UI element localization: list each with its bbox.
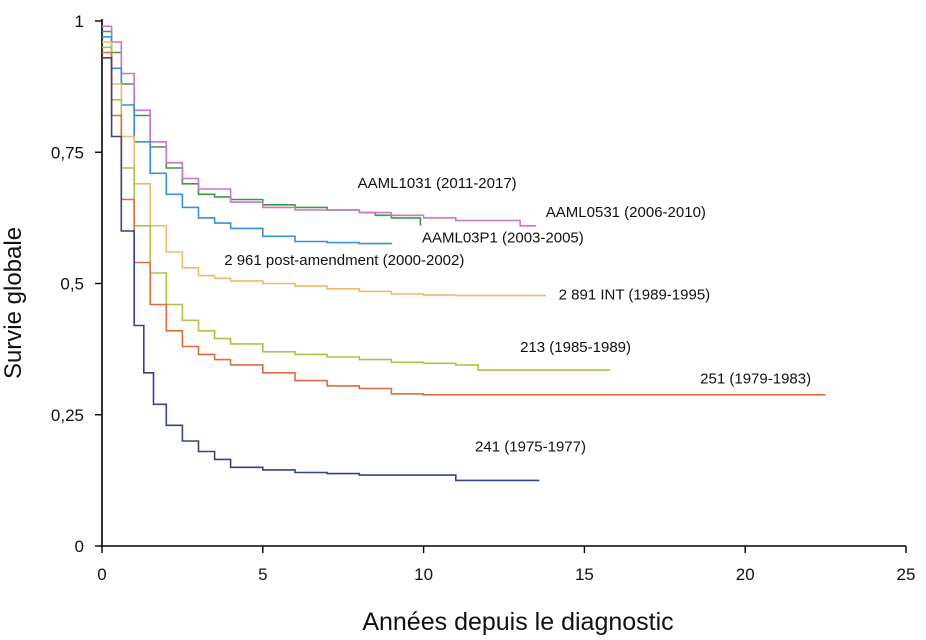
x-tick-label: 25 <box>897 565 916 584</box>
x-tick-label: 10 <box>414 565 433 584</box>
series-label-6: 213 (1985-1989) <box>520 339 631 356</box>
series-line-3 <box>102 36 393 245</box>
series-line-7 <box>102 57 540 482</box>
series-line-4 <box>102 41 546 297</box>
series-label-7: 251 (1979-1983) <box>700 370 811 387</box>
labels-layer: AAML1031 (2011-2017) AAML0531 (2006-2010)… <box>224 175 811 456</box>
series-label-1: AAML1031 (2011-2017) <box>358 175 517 192</box>
x-tick-label: 0 <box>97 565 106 584</box>
series-label-2: AAML0531 (2006-2010) <box>546 204 706 221</box>
series-label-8: 241 (1975-1977) <box>475 439 586 456</box>
y-tick-label: 0,5 <box>60 275 84 294</box>
x-tick-label: 5 <box>258 565 267 584</box>
y-axis-title: Survie globale <box>0 227 27 379</box>
series-label-4: 2 961 post-amendment (2000-2002) <box>224 252 464 269</box>
x-axis-title: Années depuis le diagnostic <box>362 608 673 636</box>
series-label-5: 2 891 INT (1989-1995) <box>559 286 711 303</box>
y-tick-label: 0,75 <box>51 143 84 162</box>
series-label-3: AAML03P1 (2003-2005) <box>422 230 584 247</box>
y-tick-label: 0 <box>75 537 84 556</box>
series-layer <box>102 25 826 482</box>
series-line-2 <box>102 25 537 227</box>
x-tick-label: 20 <box>736 565 755 584</box>
y-tick-label: 0,25 <box>51 406 84 425</box>
series-line-6 <box>102 51 826 396</box>
axes: 0 5 10 15 20 25 0 0,25 0,5 0,75 1 <box>51 12 916 584</box>
series-line-5 <box>102 46 611 371</box>
y-tick-label: 1 <box>75 12 84 31</box>
x-tick-label: 15 <box>575 565 594 584</box>
